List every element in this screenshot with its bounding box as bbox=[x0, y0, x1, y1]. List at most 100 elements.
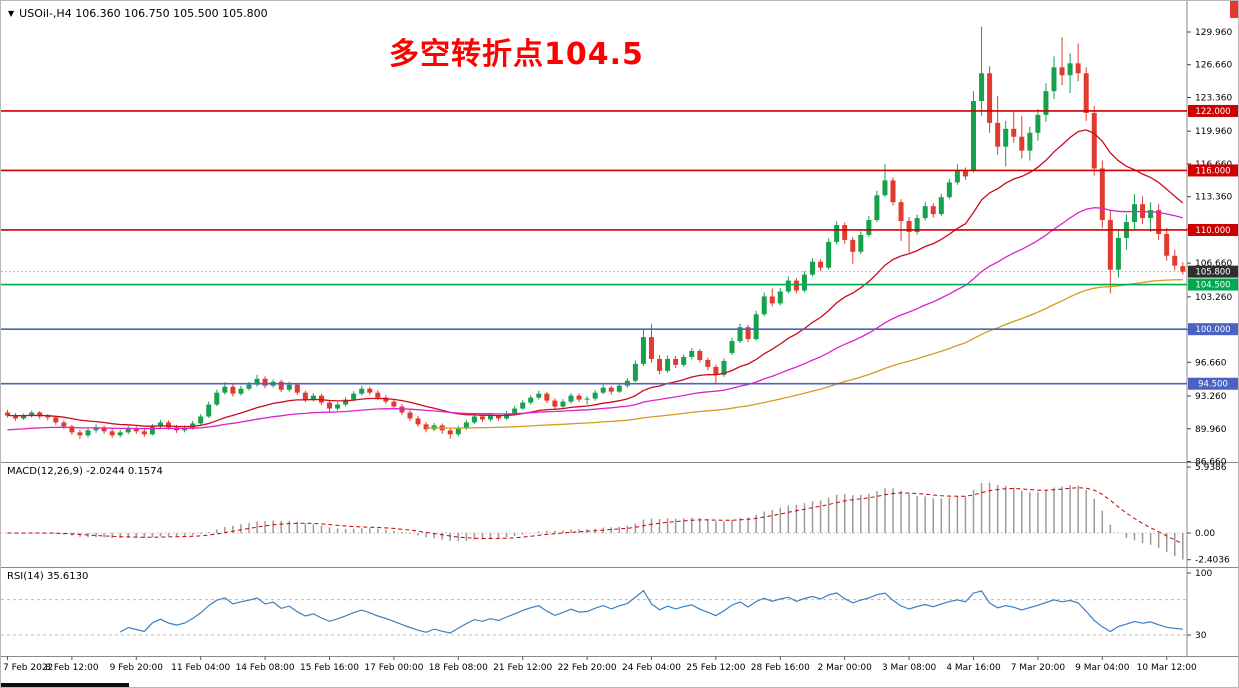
candle bbox=[866, 216, 872, 237]
candle-body bbox=[697, 351, 703, 360]
candle-body bbox=[230, 386, 236, 394]
price-tick-label: 119.960 bbox=[1195, 127, 1232, 137]
candle bbox=[431, 422, 437, 432]
candle-body bbox=[310, 395, 316, 400]
candle bbox=[560, 399, 566, 409]
candle-body bbox=[801, 274, 807, 291]
candle-body bbox=[222, 386, 228, 393]
time-label: 11 Feb 04:00 bbox=[171, 663, 230, 673]
hline-price-tag bbox=[1188, 377, 1238, 390]
candle bbox=[890, 177, 896, 206]
candle bbox=[1156, 204, 1162, 240]
rsi-line bbox=[119, 589, 1183, 634]
candle-body bbox=[294, 384, 300, 393]
candle-body bbox=[359, 388, 365, 394]
hline-94.500[interactable]: 94.500 bbox=[1, 377, 1239, 390]
candle-body bbox=[568, 395, 574, 402]
time-label: 24 Feb 04:00 bbox=[622, 663, 681, 673]
candle bbox=[576, 393, 582, 403]
hline-104.500[interactable]: 104.500 bbox=[1, 278, 1239, 291]
hline-122.000[interactable]: 122.000 bbox=[1, 104, 1239, 117]
candle bbox=[850, 236, 856, 264]
price-tick-label: 129.960 bbox=[1195, 28, 1232, 38]
candle-body bbox=[810, 261, 815, 275]
candle bbox=[198, 413, 204, 425]
candle-body bbox=[214, 392, 220, 405]
candle bbox=[729, 337, 735, 355]
candle bbox=[1019, 115, 1025, 159]
candle bbox=[818, 259, 824, 272]
candle-body bbox=[85, 430, 91, 436]
candle-body bbox=[93, 427, 99, 431]
rsi-axis-label: 30 bbox=[1195, 631, 1207, 641]
candle bbox=[327, 400, 332, 412]
candle bbox=[45, 413, 51, 421]
candle bbox=[1035, 108, 1041, 141]
candle-body bbox=[584, 398, 590, 400]
candle-body bbox=[69, 426, 75, 433]
hline-price-tag-label: 122.000 bbox=[1195, 107, 1230, 117]
candle-body bbox=[383, 397, 389, 402]
time-label: 8 Feb 12:00 bbox=[45, 663, 99, 673]
candle bbox=[262, 376, 268, 389]
collapse-triangle-icon[interactable]: ▼ bbox=[8, 8, 15, 18]
candle-body bbox=[769, 296, 775, 304]
candle bbox=[882, 164, 888, 198]
candle-body bbox=[246, 384, 252, 389]
candle bbox=[206, 401, 212, 418]
candle-body bbox=[496, 415, 502, 419]
candle-body bbox=[640, 337, 646, 364]
candle bbox=[238, 385, 244, 396]
candle bbox=[930, 203, 936, 218]
candle-body bbox=[488, 415, 493, 420]
candle-body bbox=[592, 392, 598, 399]
candle-body bbox=[391, 401, 397, 407]
candle-body bbox=[995, 122, 1001, 147]
candle bbox=[21, 413, 27, 420]
candle-body bbox=[1083, 73, 1089, 113]
hline-price-tag-label: 104.500 bbox=[1195, 281, 1230, 291]
candle-body bbox=[745, 327, 751, 340]
candle bbox=[383, 395, 389, 405]
candle bbox=[544, 391, 550, 404]
candle bbox=[777, 288, 783, 306]
price-tick-label: 89.960 bbox=[1195, 425, 1227, 435]
candle bbox=[753, 310, 759, 341]
candle bbox=[13, 412, 19, 421]
candle-body bbox=[286, 384, 292, 390]
candle bbox=[359, 385, 365, 396]
price-tick-label: 86.660 bbox=[1195, 458, 1227, 468]
rsi-panel: 100 30 bbox=[1, 569, 1212, 641]
hline-100.000[interactable]: 100.000 bbox=[1, 323, 1239, 336]
candle-body bbox=[890, 180, 896, 203]
candle-body bbox=[399, 406, 405, 413]
hline-110.000[interactable]: 110.000 bbox=[1, 223, 1239, 236]
time-label: 4 Mar 16:00 bbox=[946, 663, 1001, 673]
candle bbox=[1043, 83, 1049, 122]
candle bbox=[681, 354, 687, 367]
candle-body bbox=[673, 358, 679, 365]
hline-price-tag bbox=[1188, 164, 1238, 177]
candle-body bbox=[1003, 128, 1009, 147]
candle bbox=[1027, 126, 1033, 161]
hline-116.000[interactable]: 116.000 bbox=[1, 164, 1239, 177]
candle bbox=[826, 238, 832, 270]
candle-body bbox=[343, 399, 349, 405]
candle bbox=[793, 278, 799, 294]
candle bbox=[125, 425, 131, 435]
candle-body bbox=[5, 412, 10, 416]
candle bbox=[874, 190, 880, 223]
candle bbox=[157, 419, 163, 429]
candle-body bbox=[753, 314, 759, 340]
candle-body bbox=[141, 431, 147, 435]
candle bbox=[391, 399, 397, 410]
candle-body bbox=[528, 397, 534, 403]
candle-body bbox=[858, 234, 864, 252]
candle bbox=[101, 425, 107, 434]
ma-mid-line bbox=[7, 207, 1183, 431]
hline-price-tag-label: 110.000 bbox=[1195, 226, 1230, 236]
candle bbox=[528, 395, 534, 405]
hline-price-tag bbox=[1188, 323, 1238, 336]
